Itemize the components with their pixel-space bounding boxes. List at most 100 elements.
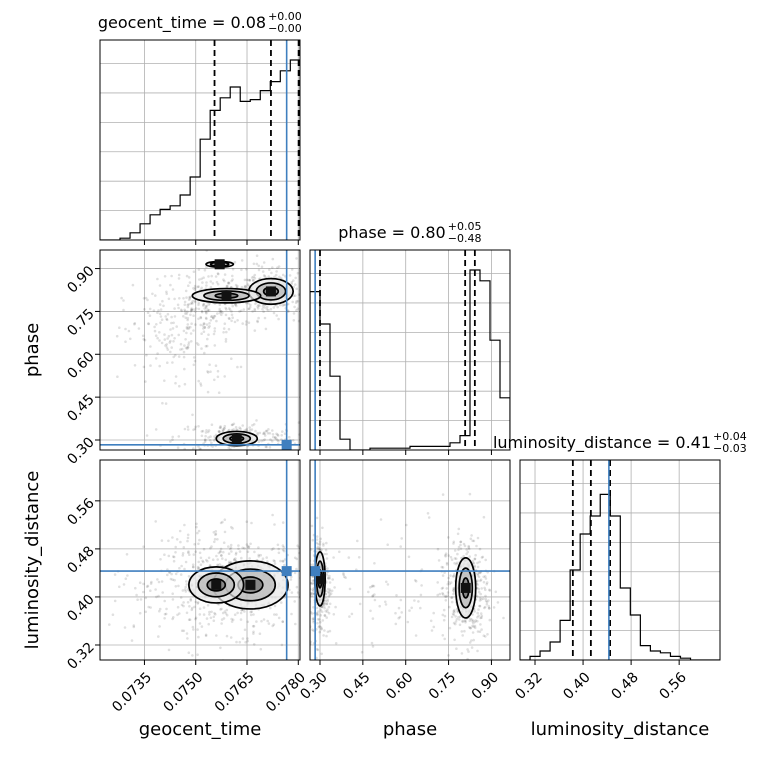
sample-point — [311, 628, 314, 631]
sample-point — [265, 429, 269, 433]
sample-point — [216, 538, 219, 541]
density-peak — [221, 290, 232, 301]
sample-point — [526, 608, 529, 611]
sample-point — [251, 310, 254, 313]
sample-point — [329, 265, 332, 268]
sample-point — [191, 563, 195, 566]
sample-point — [456, 532, 460, 536]
sample-point — [230, 428, 234, 432]
sample-point — [212, 615, 216, 619]
sample-point — [276, 434, 280, 437]
sample-point — [296, 307, 300, 311]
sample-point — [182, 604, 185, 608]
sample-point — [267, 275, 271, 278]
sample-point — [232, 422, 236, 426]
sample-point — [224, 340, 228, 343]
sample-point — [251, 624, 255, 628]
sample-point — [136, 598, 139, 601]
sample-point — [205, 317, 208, 321]
sample-point — [268, 446, 272, 449]
sample-point — [269, 606, 272, 610]
sample-point — [256, 320, 260, 324]
sample-point — [169, 350, 172, 354]
sample-point — [466, 648, 469, 651]
sample-point — [219, 549, 222, 553]
sample-point — [159, 558, 162, 561]
sample-point — [245, 268, 248, 271]
sample-point — [207, 326, 210, 329]
sample-point — [230, 456, 233, 459]
sample-point — [371, 645, 375, 648]
sample-point — [124, 577, 128, 580]
sample-point — [277, 547, 281, 551]
sample-point — [293, 294, 297, 298]
sample-point — [301, 440, 304, 443]
sample-point — [217, 272, 220, 276]
sample-point — [452, 671, 455, 674]
sample-point — [197, 307, 201, 311]
sample-point — [167, 539, 170, 543]
sample-point — [442, 618, 446, 622]
sample-point — [225, 308, 228, 311]
sample-point — [185, 580, 188, 583]
sample-point — [186, 310, 189, 313]
sample-point — [267, 622, 271, 625]
sample-point — [452, 587, 456, 590]
sample-point — [405, 523, 408, 527]
sample-point — [482, 634, 486, 637]
sample-point — [219, 608, 222, 611]
sample-point — [221, 311, 224, 315]
sample-point — [306, 573, 309, 576]
sample-point — [199, 382, 202, 385]
sample-point — [262, 618, 266, 621]
sample-point — [281, 544, 285, 547]
y-tick-label-luminosity_distance: 0.48 — [64, 543, 97, 576]
grid — [310, 460, 510, 660]
sample-point — [471, 539, 474, 543]
sample-point — [185, 326, 189, 329]
sample-point — [235, 304, 238, 308]
sample-point — [304, 277, 307, 280]
sample-point — [294, 301, 298, 305]
sample-point — [368, 586, 372, 589]
sample-point — [169, 339, 172, 343]
sample-point — [211, 282, 215, 285]
sample-point — [333, 586, 336, 589]
sample-point — [243, 286, 247, 289]
sample-point — [447, 576, 450, 580]
sample-point — [480, 628, 483, 631]
sample-point — [186, 425, 190, 429]
sample-point — [202, 322, 206, 325]
sample-point — [241, 424, 244, 427]
panel-title-text: luminosity_distance = 0.41 — [493, 433, 711, 453]
sample-point — [472, 622, 475, 625]
sample-point — [315, 538, 319, 541]
sample-point — [245, 320, 248, 323]
sample-point — [219, 426, 222, 429]
sample-point — [219, 425, 222, 428]
sample-point — [149, 589, 152, 592]
sample-point — [282, 560, 285, 563]
sample-point — [302, 430, 305, 433]
sample-point — [184, 312, 187, 315]
sample-point — [269, 307, 273, 311]
sample-point — [283, 558, 287, 561]
sample-point — [452, 609, 456, 613]
sample-point — [222, 617, 226, 620]
sample-point — [191, 299, 194, 303]
sample-point — [473, 624, 477, 628]
sample-point — [471, 631, 475, 634]
sample-point — [258, 431, 262, 435]
sample-point — [478, 604, 481, 608]
sample-point — [219, 310, 223, 313]
sample-point — [327, 594, 331, 598]
sample-point — [185, 583, 188, 586]
sample-point — [320, 627, 324, 630]
sample-point — [163, 379, 166, 383]
sample-point — [468, 619, 472, 623]
sample-point — [302, 573, 305, 576]
sample-point — [239, 365, 243, 369]
sample-point — [438, 592, 442, 596]
x-tick-label-luminosity_distance: 0.40 — [560, 669, 593, 702]
sample-point — [440, 587, 444, 590]
